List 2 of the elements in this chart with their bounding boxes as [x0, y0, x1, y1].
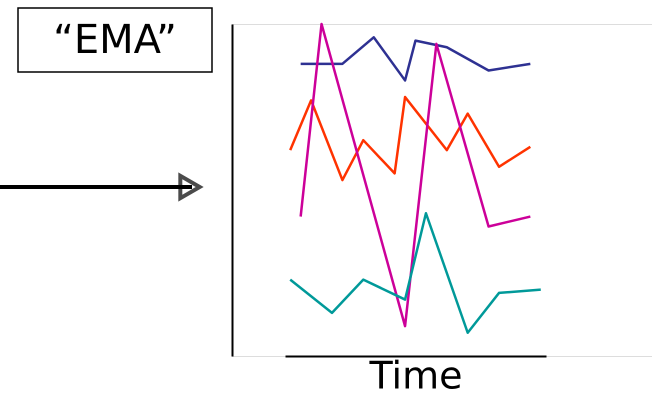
chart-title: “EMA” [53, 17, 177, 63]
x-axis-title: Time [368, 354, 462, 398]
